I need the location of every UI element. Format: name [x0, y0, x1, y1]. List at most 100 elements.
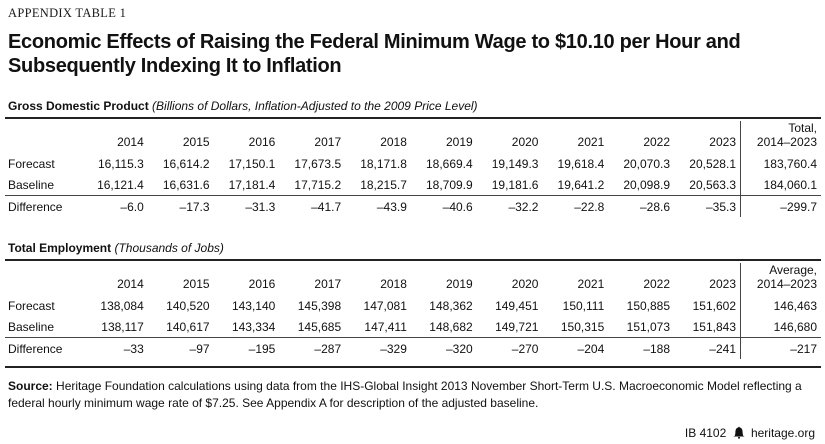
table-cell: 151,073	[626, 319, 671, 334]
table-cell: –329	[345, 337, 411, 359]
gdp-year-header: 2017	[314, 135, 342, 149]
employment-heading: Total Employment	[8, 241, 112, 255]
total-cell: 146,463	[740, 295, 821, 316]
employment-total-label-1: Average,	[769, 263, 817, 277]
gdp-year-header: 2022	[643, 135, 671, 149]
table-cell: 18,669.4	[425, 156, 473, 171]
gdp-section-heading: Gross Domestic Product (Billions of Doll…	[8, 99, 478, 113]
employment-year-header: 2014	[117, 277, 144, 291]
table-cell: 145,398	[297, 298, 342, 313]
employment-year-header: 2019	[445, 277, 473, 291]
row-label: Baseline	[8, 177, 55, 192]
table-cell: 16,115.3	[97, 156, 144, 171]
table-cell: 19,641.2	[557, 177, 605, 192]
table-cell: 18,215.7	[360, 177, 407, 192]
liberty-bell-icon	[733, 426, 745, 442]
table-cell: –195	[213, 337, 280, 359]
table-cell: 150,885	[626, 298, 671, 313]
table-cell: –97	[147, 337, 214, 359]
table-cell: –40.6	[410, 195, 477, 217]
employment-subheading: (Thousands of Jobs)	[114, 241, 224, 255]
employment-total-label-2: 2014–2023	[756, 277, 817, 291]
employment-table: 2014 2015 2016 2017 2018 2019 2020 2021 …	[5, 263, 821, 359]
table-cell: 138,084	[100, 298, 144, 313]
table-cell: 20,563.3	[689, 177, 736, 192]
table-cell: 151,843	[692, 319, 736, 334]
gdp-subheading: (Billions of Dollars, Inflation-Adjusted…	[152, 99, 478, 113]
total-cell: 184,060.1	[740, 174, 821, 196]
employment-total-header: Average, 2014–2023	[740, 263, 821, 295]
gdp-year-header: 2018	[380, 135, 407, 149]
employment-row-baseline: Baseline 138,117 140,617 143,334 145,685…	[5, 316, 821, 338]
table-cell: 16,631.6	[162, 177, 210, 192]
employment-year-header: 2020	[511, 277, 539, 291]
table-cell: 147,411	[364, 319, 407, 334]
employment-section-heading: Total Employment (Thousands of Jobs)	[8, 241, 224, 255]
table-cell: 151,602	[692, 298, 736, 313]
gdp-row-baseline: Baseline 16,121.4 16,631.6 17,181.4 17,7…	[5, 174, 821, 196]
gdp-row-forecast: Forecast 16,115.3 16,614.2 17,150.1 17,6…	[5, 153, 821, 174]
table-cell: –188	[608, 337, 675, 359]
issue-brief-number: IB 4102	[684, 426, 727, 440]
appendix-label: APPENDIX TABLE 1	[8, 6, 127, 20]
table-cell: –241	[674, 337, 741, 359]
employment-year-header: 2018	[380, 277, 407, 291]
table-cell: –22.8	[542, 195, 609, 217]
employment-year-header: 2023	[709, 277, 736, 291]
table-cell: –43.9	[345, 195, 411, 217]
gdp-year-header: 2021	[577, 135, 605, 149]
gdp-total-header: Total, 2014–2023	[740, 121, 821, 153]
footer: IB 4102 heritage.org	[685, 426, 815, 442]
table-cell: –17.3	[147, 195, 214, 217]
table-cell: 150,315	[560, 319, 605, 334]
gdp-year-header: 2014	[117, 135, 144, 149]
table-cell: 19,149.3	[491, 156, 539, 171]
table-cell: 20,070.3	[623, 156, 671, 171]
table-cell: 147,081	[363, 298, 407, 313]
table-cell: –35.3	[674, 195, 741, 217]
gdp-year-header: 2015	[182, 135, 210, 149]
table-cell: 149,721	[495, 319, 539, 334]
table-cell: 149,451	[495, 298, 539, 313]
employment-header-row: 2014 2015 2016 2017 2018 2019 2020 2021 …	[5, 263, 821, 295]
row-label: Forecast	[8, 156, 55, 171]
gdp-top-rule	[5, 117, 821, 119]
table-cell: 18,171.8	[360, 156, 407, 171]
table-cell: –287	[279, 337, 346, 359]
gdp-total-label-2: 2014–2023	[756, 135, 817, 149]
total-cell: –299.7	[740, 195, 821, 217]
gdp-total-label-1: Total,	[788, 121, 817, 135]
employment-row-forecast: Forecast 138,084 140,520 143,140 145,398…	[5, 295, 821, 316]
row-label: Forecast	[8, 298, 55, 313]
table-cell: –41.7	[279, 195, 346, 217]
source-text: Heritage Foundation calculations using d…	[8, 379, 802, 410]
table-cell: –204	[542, 337, 609, 359]
page-title: Economic Effects of Raising the Federal …	[8, 31, 741, 77]
table-cell: 18,709.9	[425, 177, 473, 192]
table-cell: 17,673.5	[294, 156, 342, 171]
table-cell: 148,682	[429, 319, 473, 334]
total-cell: 183,760.4	[740, 153, 821, 174]
gdp-year-header: 2019	[445, 135, 473, 149]
table-cell: 140,617	[166, 319, 210, 334]
employment-year-header: 2017	[314, 277, 342, 291]
table-cell: –32.2	[476, 195, 543, 217]
gdp-table: 2014 2015 2016 2017 2018 2019 2020 2021 …	[5, 121, 821, 217]
employment-year-header: 2015	[182, 277, 210, 291]
table-cell: 19,618.4	[557, 156, 605, 171]
table-cell: –28.6	[608, 195, 675, 217]
gdp-header-blank	[5, 121, 82, 153]
table-cell: 17,715.2	[294, 177, 342, 192]
table-cell: 16,614.2	[162, 156, 210, 171]
gdp-year-header: 2020	[511, 135, 539, 149]
employment-year-header: 2016	[248, 277, 276, 291]
row-label: Difference	[5, 337, 82, 359]
table-cell: 145,685	[297, 319, 342, 334]
table-cell: 148,362	[429, 298, 473, 313]
employment-row-difference: Difference –33 –97 –195 –287 –329 –320 –…	[5, 337, 821, 359]
table-cell: –320	[410, 337, 477, 359]
table-cell: 17,150.1	[228, 156, 276, 171]
table-cell: –31.3	[213, 195, 280, 217]
bottom-rule	[5, 366, 821, 368]
